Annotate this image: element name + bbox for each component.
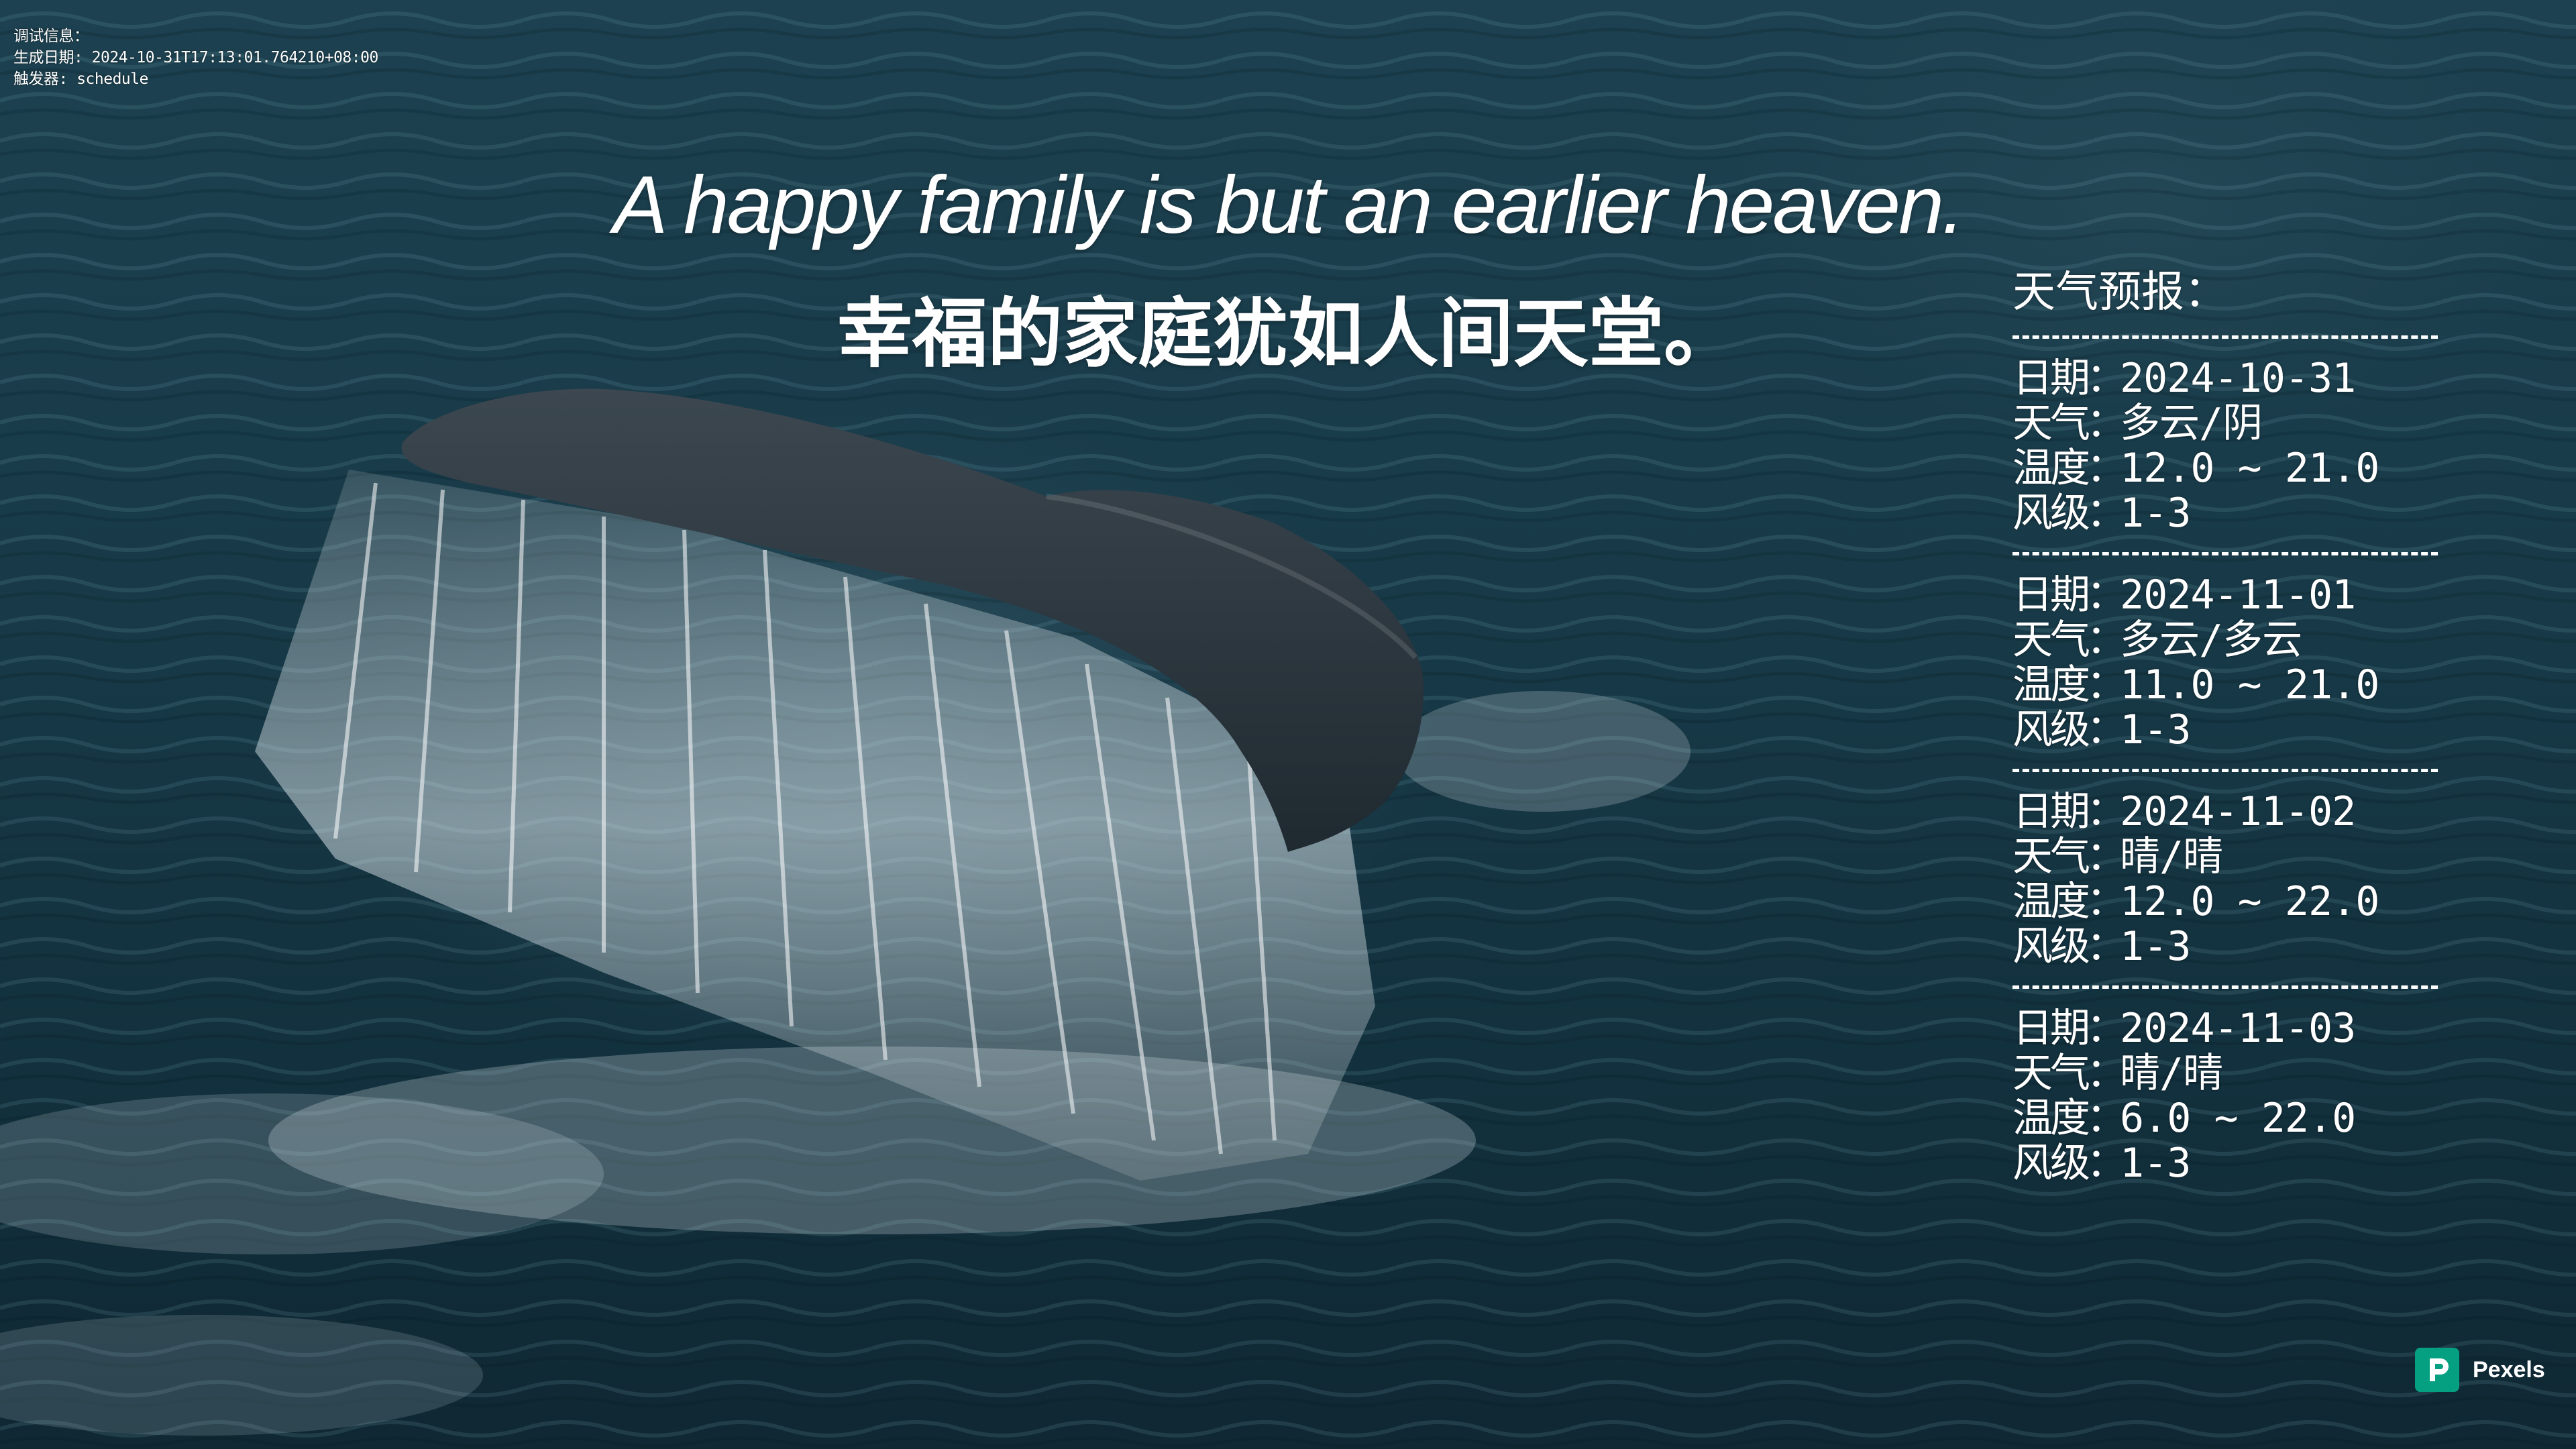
- debug-title: 调试信息：: [13, 28, 89, 45]
- date-label: 日期: [2012, 355, 2090, 402]
- temp-label: 温度: [2012, 878, 2090, 925]
- weather-value: 多云/阴: [2120, 400, 2263, 447]
- debug-info: 调试信息： 生成日期: 2024-10-31T17:13:01.764210+0…: [13, 25, 378, 90]
- forecast-date-row: 日期 ： 2024-11-02: [2012, 790, 2442, 835]
- weather-label: 天气: [2012, 833, 2090, 880]
- weather-forecast-panel: 天气预报： 日期 ： 2024-10-31 天气 ： 多云/阴 温度 ： 12.…: [2012, 266, 2442, 1186]
- temp-label: 温度: [2012, 445, 2090, 492]
- pexels-watermark[interactable]: Pexels: [2415, 1346, 2545, 1393]
- date-value: 2024-11-03: [2120, 1005, 2356, 1052]
- forecast-temp-row: 温度 ： 12.0 ~ 21.0: [2012, 446, 2442, 491]
- wind-value: 1-3: [2120, 706, 2191, 753]
- quote-chinese: 幸福的家庭犹如人间天堂。: [837, 290, 1739, 378]
- temp-label: 温度: [2012, 1095, 2090, 1142]
- forecast-weather-row: 天气 ： 多云/阴: [2012, 401, 2442, 446]
- date-label: 日期: [2012, 788, 2090, 835]
- forecast-temp-row: 温度 ： 6.0 ~ 22.0: [2012, 1096, 2442, 1141]
- forecast-day: 日期 ： 2024-11-02 天气 ： 晴/晴 温度 ： 12.0 ~ 22.…: [2012, 790, 2442, 969]
- forecast-wind-row: 风级 ： 1-3: [2012, 491, 2442, 536]
- separator: ：: [2086, 1005, 2127, 1052]
- forecast-date-row: 日期 ： 2024-10-31: [2012, 356, 2442, 401]
- date-value: 2024-11-01: [2120, 572, 2356, 619]
- separator: ：: [2086, 355, 2127, 402]
- wind-value: 1-3: [2120, 923, 2191, 970]
- temp-value: 12.0 ~ 21.0: [2120, 445, 2379, 492]
- forecast-title: 天气预报：: [2012, 268, 2227, 317]
- forecast-divider: [2012, 335, 2438, 356]
- separator: ：: [2086, 706, 2127, 753]
- forecast-weather-row: 天气 ： 晴/晴: [2012, 835, 2442, 879]
- separator: ：: [2086, 1050, 2127, 1097]
- weather-value: 晴/晴: [2120, 1050, 2223, 1097]
- forecast-date-row: 日期 ： 2024-11-03: [2012, 1006, 2442, 1051]
- temp-value: 12.0 ~ 22.0: [2120, 878, 2379, 925]
- separator: ：: [2086, 572, 2127, 619]
- date-label: 日期: [2012, 572, 2090, 619]
- forecast-divider: [2012, 769, 2438, 790]
- weather-value: 多云/多云: [2120, 616, 2302, 663]
- forecast-day: 日期 ： 2024-11-01 天气 ： 多云/多云 温度 ： 11.0 ~ 2…: [2012, 573, 2442, 753]
- forecast-wind-row: 风级 ： 1-3: [2012, 708, 2442, 753]
- separator: ：: [2086, 1140, 2127, 1187]
- separator: ：: [2086, 490, 2127, 537]
- wind-label: 风级: [2012, 490, 2090, 537]
- forecast-date-row: 日期 ： 2024-11-01: [2012, 573, 2442, 618]
- forecast-weather-row: 天气 ： 多云/多云: [2012, 618, 2442, 663]
- separator: ：: [2086, 1095, 2127, 1142]
- forecast-wind-row: 风级 ： 1-3: [2012, 1141, 2442, 1186]
- forecast-temp-row: 温度 ： 12.0 ~ 22.0: [2012, 879, 2442, 924]
- separator: ：: [2086, 400, 2127, 447]
- forecast-divider: [2012, 985, 2438, 1006]
- weather-label: 天气: [2012, 1050, 2090, 1097]
- separator: ：: [2086, 661, 2127, 708]
- wind-value: 1-3: [2120, 490, 2191, 537]
- separator: ：: [2086, 923, 2127, 970]
- forecast-wind-row: 风级 ： 1-3: [2012, 924, 2442, 969]
- wind-label: 风级: [2012, 923, 2090, 970]
- weather-value: 晴/晴: [2120, 833, 2223, 880]
- debug-generated-date: 生成日期: 2024-10-31T17:13:01.764210+08:00: [13, 49, 378, 66]
- weather-label: 天气: [2012, 616, 2090, 663]
- pexels-label: Pexels: [2473, 1356, 2545, 1383]
- wind-label: 风级: [2012, 706, 2090, 753]
- forecast-day: 日期 ： 2024-11-03 天气 ： 晴/晴 温度 ： 6.0 ~ 22.0…: [2012, 1006, 2442, 1186]
- weather-label: 天气: [2012, 400, 2090, 447]
- date-value: 2024-11-02: [2120, 788, 2356, 835]
- quote-english: A happy family is but an earlier heaven.: [613, 159, 1965, 250]
- temp-value: 6.0 ~ 22.0: [2120, 1095, 2356, 1142]
- separator: ：: [2086, 878, 2127, 925]
- date-label: 日期: [2012, 1005, 2090, 1052]
- separator: ：: [2086, 445, 2127, 492]
- separator: ：: [2086, 833, 2127, 880]
- separator: ：: [2086, 616, 2127, 663]
- forecast-temp-row: 温度 ： 11.0 ~ 21.0: [2012, 663, 2442, 708]
- separator: ：: [2086, 788, 2127, 835]
- temp-value: 11.0 ~ 21.0: [2120, 661, 2379, 708]
- forecast-divider: [2012, 552, 2438, 573]
- forecast-day: 日期 ： 2024-10-31 天气 ： 多云/阴 温度 ： 12.0 ~ 21…: [2012, 356, 2442, 536]
- date-value: 2024-10-31: [2120, 355, 2356, 402]
- forecast-weather-row: 天气 ： 晴/晴: [2012, 1051, 2442, 1096]
- temp-label: 温度: [2012, 661, 2090, 708]
- wind-label: 风级: [2012, 1140, 2090, 1187]
- pexels-logo-icon: [2415, 1348, 2459, 1392]
- debug-trigger: 触发器: schedule: [13, 70, 148, 88]
- wind-value: 1-3: [2120, 1140, 2191, 1187]
